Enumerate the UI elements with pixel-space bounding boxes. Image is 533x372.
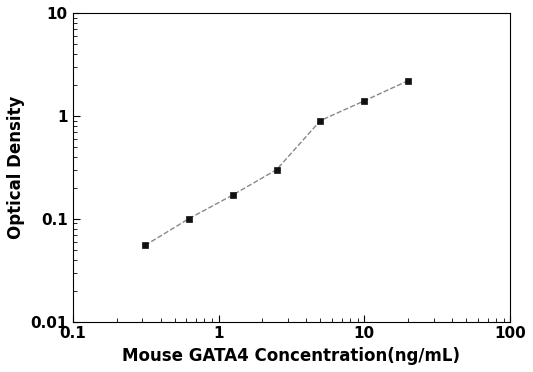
Y-axis label: Optical Density: Optical Density — [7, 96, 25, 239]
X-axis label: Mouse GATA4 Concentration(ng/mL): Mouse GATA4 Concentration(ng/mL) — [123, 347, 461, 365]
